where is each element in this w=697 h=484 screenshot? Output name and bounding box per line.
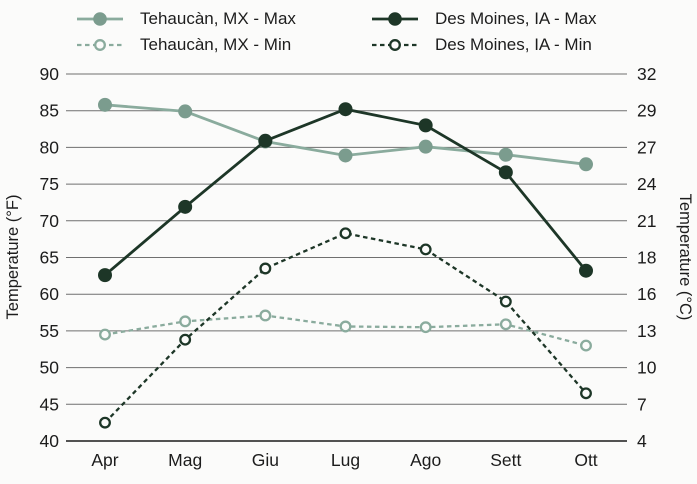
x-axis-tick: Ott xyxy=(574,450,597,470)
data-point-marker xyxy=(338,102,353,117)
y-axis-tick-fahrenheit: 55 xyxy=(40,321,59,341)
data-point-marker xyxy=(179,315,192,328)
data-point-marker xyxy=(579,157,593,172)
x-axis-tick: Giu xyxy=(252,450,279,470)
data-point-marker xyxy=(98,97,112,112)
y-axis-tick-fahrenheit: 40 xyxy=(40,431,60,451)
data-point-marker xyxy=(339,227,352,240)
legend-item-desmoines-min: Des Moines, IA - Min xyxy=(372,32,597,58)
data-point-marker xyxy=(580,339,592,352)
y-axis-tick-celsius: 18 xyxy=(637,248,656,268)
data-point-marker xyxy=(98,268,112,283)
y-axis-tick-celsius: 4 xyxy=(637,431,647,451)
y-axis-tick-fahrenheit: 70 xyxy=(40,211,60,231)
data-point-marker xyxy=(99,328,111,341)
legend-column-tehaucan: Tehaucàn, MX - Max Tehaucàn, MX - Min xyxy=(77,6,296,58)
y-axis-tick-fahrenheit: 45 xyxy=(40,394,59,414)
data-point-marker xyxy=(338,148,353,163)
y-axis-tick-fahrenheit: 50 xyxy=(40,358,60,378)
data-point-marker xyxy=(579,263,593,278)
y-axis-tick-celsius: 24 xyxy=(637,174,657,194)
legend-label: Des Moines, IA - Min xyxy=(435,35,592,54)
data-point-marker xyxy=(259,262,272,275)
legend-swatch-dashed-light-icon xyxy=(77,39,123,51)
legend-marker xyxy=(94,39,106,51)
legend-marker xyxy=(389,39,401,51)
y-axis-tick-fahrenheit: 75 xyxy=(40,174,59,194)
y-axis-tick-fahrenheit: 90 xyxy=(40,64,60,84)
y-axis-tick-celsius: 29 xyxy=(637,101,656,121)
y-axis-tick-celsius: 32 xyxy=(637,64,656,84)
data-point-marker xyxy=(99,416,111,429)
data-point-marker xyxy=(580,387,592,400)
y-axis-title-right: Temperature (°C) xyxy=(676,194,694,321)
y-axis-tick-celsius: 10 xyxy=(637,358,657,378)
data-point-marker xyxy=(179,333,192,346)
data-point-marker xyxy=(178,199,193,214)
legend-column-desmoines: Des Moines, IA - Max Des Moines, IA - Mi… xyxy=(372,6,597,58)
y-axis-tick-fahrenheit: 65 xyxy=(40,248,59,268)
x-axis-tick: Apr xyxy=(91,450,118,470)
data-point-marker xyxy=(499,295,512,308)
legend-marker xyxy=(93,12,107,26)
x-axis-tick: Sett xyxy=(490,450,521,470)
data-point-marker xyxy=(498,165,513,180)
legend-item-tehaucan-max: Tehaucàn, MX - Max xyxy=(77,6,296,32)
y-axis-tick-celsius: 21 xyxy=(637,211,656,231)
y-axis-tick-fahrenheit: 80 xyxy=(40,137,60,157)
data-point-marker xyxy=(418,139,433,154)
data-point-marker xyxy=(499,318,512,331)
y-axis-tick-fahrenheit: 85 xyxy=(40,101,59,121)
y-axis-tick-celsius: 13 xyxy=(637,321,656,341)
x-axis-tick: Ago xyxy=(410,450,441,470)
legend-label: Tehaucàn, MX - Max xyxy=(140,9,296,28)
x-axis-tick: Lug xyxy=(331,450,360,470)
data-point-marker xyxy=(498,147,513,162)
data-point-marker xyxy=(178,104,193,119)
series-line-2 xyxy=(104,107,588,277)
data-point-marker xyxy=(258,133,273,148)
data-point-marker xyxy=(339,320,352,333)
x-axis-tick: Mag xyxy=(168,450,202,470)
legend-label: Tehaucàn, MX - Min xyxy=(140,35,292,54)
legend-swatch-solid-dark-icon xyxy=(372,12,418,26)
data-point-marker xyxy=(418,118,433,133)
y-axis-tick-celsius: 16 xyxy=(637,284,656,304)
legend-label: Des Moines, IA - Max xyxy=(435,9,597,28)
y-axis-tick-celsius: 7 xyxy=(637,394,647,414)
y-axis-title-left: Temperature (°F) xyxy=(4,195,22,320)
legend-item-desmoines-max: Des Moines, IA - Max xyxy=(372,6,597,32)
y-axis-tick-fahrenheit: 60 xyxy=(40,284,60,304)
legend-item-tehaucan-min: Tehaucàn, MX - Min xyxy=(77,32,296,58)
y-axis-tick-celsius: 27 xyxy=(637,137,656,157)
legend-swatch-solid-light-icon xyxy=(77,12,123,26)
data-point-marker xyxy=(419,321,432,334)
legend-marker xyxy=(388,12,402,26)
data-point-marker xyxy=(419,243,432,256)
data-point-marker xyxy=(259,309,272,322)
legend-swatch-dashed-dark-icon xyxy=(372,39,418,51)
